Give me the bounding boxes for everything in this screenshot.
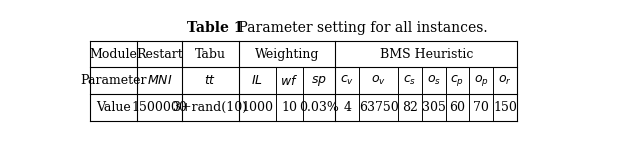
Text: $sp$: $sp$ [312, 74, 327, 88]
Text: Tabu: Tabu [195, 48, 226, 61]
Text: BMS Heuristic: BMS Heuristic [380, 48, 473, 61]
Text: $o_p$: $o_p$ [474, 73, 489, 88]
Text: Parameter: Parameter [80, 74, 147, 87]
Text: $o_v$: $o_v$ [371, 74, 386, 87]
Text: $o_s$: $o_s$ [427, 74, 441, 87]
Text: 4: 4 [343, 101, 351, 114]
Text: 82: 82 [402, 101, 418, 114]
Text: 305: 305 [422, 101, 445, 114]
Text: Weighting: Weighting [255, 48, 319, 61]
Text: $c_p$: $c_p$ [451, 73, 465, 88]
Text: Table 1: Table 1 [187, 21, 243, 35]
Text: $MNI$: $MNI$ [147, 74, 172, 87]
Text: Module: Module [90, 48, 138, 61]
Text: 63750: 63750 [358, 101, 399, 114]
Text: $IL$: $IL$ [252, 74, 263, 87]
Text: $tt$: $tt$ [204, 74, 216, 87]
Text: $o_r$: $o_r$ [498, 74, 512, 87]
Text: 1000: 1000 [241, 101, 273, 114]
Text: 0.03%: 0.03% [300, 101, 339, 114]
Text: 3+rand(10): 3+rand(10) [173, 101, 247, 114]
Text: 1500000: 1500000 [131, 101, 188, 114]
Text: $wf$: $wf$ [280, 74, 299, 88]
Text: 60: 60 [449, 101, 465, 114]
Text: 150: 150 [493, 101, 517, 114]
Text: $c_s$: $c_s$ [403, 74, 417, 87]
Text: Restart: Restart [136, 48, 183, 61]
Text: $c_v$: $c_v$ [340, 74, 355, 87]
Text: 70: 70 [474, 101, 489, 114]
Text: 10: 10 [282, 101, 298, 114]
Text: Value: Value [96, 101, 131, 114]
Text: Parameter setting for all instances.: Parameter setting for all instances. [221, 21, 488, 35]
